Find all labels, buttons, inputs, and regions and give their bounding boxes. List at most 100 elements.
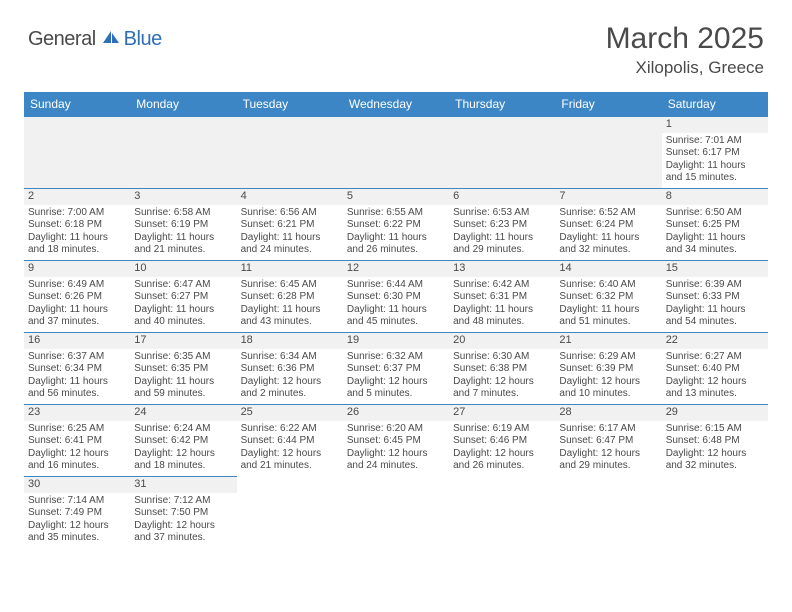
day-number: 28 <box>555 405 661 421</box>
sunrise-text: Sunrise: 6:55 AM <box>347 207 445 220</box>
sunrise-text: Sunrise: 6:37 AM <box>28 351 126 364</box>
daylight1-text: Daylight: 11 hours <box>559 232 657 245</box>
daylight1-text: Daylight: 12 hours <box>347 376 445 389</box>
sunset-text: Sunset: 6:46 PM <box>453 435 551 448</box>
sunrise-text: Sunrise: 7:12 AM <box>134 495 232 508</box>
daylight2-text: and 26 minutes. <box>347 244 445 257</box>
sunrise-text: Sunrise: 6:44 AM <box>347 279 445 292</box>
day-number: 3 <box>130 189 236 205</box>
day-number: 17 <box>130 333 236 349</box>
day-number: 26 <box>343 405 449 421</box>
calendar-cell: 18 Sunrise: 6:34 AMSunset: 6:36 PMDayligh… <box>237 333 343 405</box>
sunrise-text: Sunrise: 6:52 AM <box>559 207 657 220</box>
daylight1-text: Daylight: 11 hours <box>241 304 339 317</box>
day-header: Friday <box>555 92 661 117</box>
sunset-text: Sunset: 6:35 PM <box>134 363 232 376</box>
calendar-cell: 12Sunrise: 6:44 AMSunset: 6:30 PMDayligh… <box>343 261 449 333</box>
sunset-text: Sunset: 6:36 PM <box>241 363 339 376</box>
calendar-cell <box>555 117 661 189</box>
day-number: 24 <box>130 405 236 421</box>
day-header: Wednesday <box>343 92 449 117</box>
daylight2-text: and 18 minutes. <box>134 460 232 473</box>
sunset-text: Sunset: 7:50 PM <box>134 507 232 520</box>
calendar-cell <box>24 117 130 189</box>
sunset-text: Sunset: 6:23 PM <box>453 219 551 232</box>
calendar-cell <box>449 117 555 189</box>
calendar-cell <box>343 117 449 189</box>
daylight2-text: and 7 minutes. <box>453 388 551 401</box>
sunrise-text: Sunrise: 6:25 AM <box>28 423 126 436</box>
daylight2-text: and 37 minutes. <box>28 316 126 329</box>
calendar-cell: 13Sunrise: 6:42 AMSunset: 6:31 PMDayligh… <box>449 261 555 333</box>
day-number: 2 <box>24 189 130 205</box>
day-header: Saturday <box>662 92 768 117</box>
day-number: 4 <box>237 189 343 205</box>
logo: General Blue <box>28 28 162 51</box>
calendar-cell: 20Sunrise: 6:30 AMSunset: 6:38 PMDayligh… <box>449 333 555 405</box>
day-number: 16 <box>24 333 130 349</box>
sunset-text: Sunset: 6:47 PM <box>559 435 657 448</box>
sunset-text: Sunset: 6:32 PM <box>559 291 657 304</box>
sunset-text: Sunset: 6:24 PM <box>559 219 657 232</box>
calendar-cell <box>343 477 449 549</box>
daylight1-text: Daylight: 11 hours <box>28 304 126 317</box>
calendar-cell: 17Sunrise: 6:35 AMSunset: 6:35 PMDayligh… <box>130 333 236 405</box>
daylight1-text: Daylight: 12 hours <box>666 376 764 389</box>
sunrise-text: Sunrise: 6:17 AM <box>559 423 657 436</box>
sunset-text: Sunset: 6:45 PM <box>347 435 445 448</box>
daylight2-text: and 45 minutes. <box>347 316 445 329</box>
daylight2-text: and 2 minutes. <box>241 388 339 401</box>
day-number: 22 <box>662 333 768 349</box>
daylight1-text: Daylight: 11 hours <box>666 232 764 245</box>
calendar-week: 1Sunrise: 7:01 AMSunset: 6:17 PMDaylight… <box>24 117 768 189</box>
calendar-cell: 2Sunrise: 7:00 AMSunset: 6:18 PMDaylight… <box>24 189 130 261</box>
sunrise-text: Sunrise: 6:27 AM <box>666 351 764 364</box>
sunset-text: Sunset: 7:49 PM <box>28 507 126 520</box>
daylight2-text: and 51 minutes. <box>559 316 657 329</box>
daylight2-text: and 48 minutes. <box>453 316 551 329</box>
sunset-text: Sunset: 6:27 PM <box>134 291 232 304</box>
sunrise-text: Sunrise: 7:01 AM <box>666 135 764 148</box>
day-number: 12 <box>343 261 449 277</box>
daylight2-text: and 13 minutes. <box>666 388 764 401</box>
daylight2-text: and 18 minutes. <box>28 244 126 257</box>
day-number: 19 <box>343 333 449 349</box>
sunrise-text: Sunrise: 6:56 AM <box>241 207 339 220</box>
title-block: March 2025 Xilopolis, Greece <box>606 22 764 78</box>
sunset-text: Sunset: 6:28 PM <box>241 291 339 304</box>
sunrise-text: Sunrise: 6:20 AM <box>347 423 445 436</box>
calendar-week: 9Sunrise: 6:49 AMSunset: 6:26 PMDaylight… <box>24 261 768 333</box>
day-number: 15 <box>662 261 768 277</box>
day-number: 18 <box>237 333 343 349</box>
calendar-cell: 1Sunrise: 7:01 AMSunset: 6:17 PMDaylight… <box>662 117 768 189</box>
daylight2-text: and 34 minutes. <box>666 244 764 257</box>
sunset-text: Sunset: 6:22 PM <box>347 219 445 232</box>
sunrise-text: Sunrise: 6:34 AM <box>241 351 339 364</box>
sunset-text: Sunset: 6:44 PM <box>241 435 339 448</box>
sunrise-text: Sunrise: 6:49 AM <box>28 279 126 292</box>
logo-text-general: General <box>28 28 96 51</box>
daylight2-text: and 29 minutes. <box>559 460 657 473</box>
calendar-cell <box>237 477 343 549</box>
sunset-text: Sunset: 6:31 PM <box>453 291 551 304</box>
sunrise-text: Sunrise: 6:35 AM <box>134 351 232 364</box>
daylight1-text: Daylight: 11 hours <box>134 232 232 245</box>
calendar-cell: 7Sunrise: 6:52 AMSunset: 6:24 PMDaylight… <box>555 189 661 261</box>
sunrise-text: Sunrise: 6:58 AM <box>134 207 232 220</box>
sunset-text: Sunset: 6:41 PM <box>28 435 126 448</box>
calendar-table: Sunday Monday Tuesday Wednesday Thursday… <box>24 92 768 549</box>
daylight1-text: Daylight: 12 hours <box>666 448 764 461</box>
sunrise-text: Sunrise: 6:47 AM <box>134 279 232 292</box>
calendar-cell: 9Sunrise: 6:49 AMSunset: 6:26 PMDaylight… <box>24 261 130 333</box>
page-title: March 2025 <box>606 22 764 56</box>
day-number: 6 <box>449 189 555 205</box>
daylight1-text: Daylight: 12 hours <box>241 376 339 389</box>
daylight1-text: Daylight: 12 hours <box>559 376 657 389</box>
calendar-cell: 30Sunrise: 7:14 AMSunset: 7:49 PMDayligh… <box>24 477 130 549</box>
calendar-cell: 15Sunrise: 6:39 AMSunset: 6:33 PMDayligh… <box>662 261 768 333</box>
day-header: Tuesday <box>237 92 343 117</box>
calendar-week: 30Sunrise: 7:14 AMSunset: 7:49 PMDayligh… <box>24 477 768 549</box>
calendar-cell: 4Sunrise: 6:56 AMSunset: 6:21 PMDaylight… <box>237 189 343 261</box>
logo-text-blue: Blue <box>124 28 162 51</box>
daylight2-text: and 35 minutes. <box>28 532 126 545</box>
